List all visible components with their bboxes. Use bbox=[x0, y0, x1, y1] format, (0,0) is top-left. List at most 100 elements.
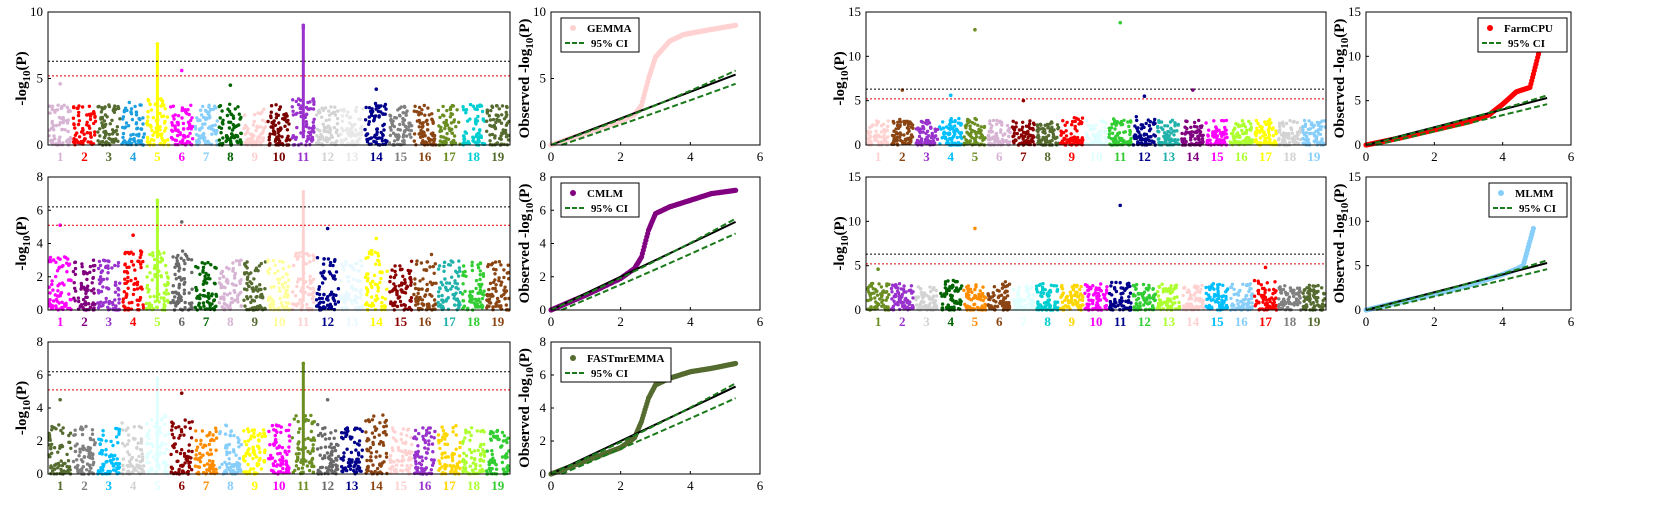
snp-point bbox=[404, 468, 408, 472]
snp-point bbox=[500, 131, 504, 135]
snp-point bbox=[308, 260, 312, 264]
snp-point bbox=[480, 303, 484, 307]
snp-point bbox=[221, 122, 225, 126]
snp-point bbox=[409, 463, 413, 468]
snp-point bbox=[291, 290, 295, 294]
y-tick-label: 0 bbox=[540, 302, 547, 317]
snp-point bbox=[292, 263, 296, 268]
snp-point bbox=[461, 282, 465, 286]
snp-point bbox=[326, 456, 331, 460]
snp-point bbox=[189, 303, 193, 308]
snp-point bbox=[416, 444, 420, 448]
snp-point bbox=[64, 256, 68, 260]
snp-point bbox=[121, 300, 125, 304]
snp-point bbox=[91, 462, 95, 467]
snp-point bbox=[232, 434, 236, 438]
snp-point bbox=[311, 420, 315, 424]
snp-point bbox=[429, 435, 433, 439]
snp-point bbox=[327, 113, 332, 117]
snp-point bbox=[233, 290, 237, 295]
snp-point bbox=[217, 138, 222, 142]
snp-point bbox=[218, 431, 222, 436]
snp-point bbox=[353, 297, 357, 301]
snp-point bbox=[48, 298, 52, 302]
snp-point bbox=[230, 470, 234, 474]
snp-point bbox=[177, 286, 181, 290]
snp-point bbox=[320, 106, 324, 110]
chromosome-15-points bbox=[388, 426, 414, 476]
snp-point bbox=[308, 137, 312, 141]
snp-point bbox=[347, 275, 351, 279]
snp-point bbox=[412, 139, 416, 143]
snp-point bbox=[148, 295, 152, 299]
snp-point bbox=[352, 440, 357, 445]
snp-point bbox=[219, 131, 223, 135]
snp-point bbox=[54, 462, 58, 466]
snp-point bbox=[73, 299, 77, 303]
snp-point bbox=[449, 259, 453, 263]
snp-point bbox=[55, 269, 60, 273]
snp-point bbox=[447, 281, 452, 285]
snp-point bbox=[66, 278, 71, 282]
snp-point bbox=[311, 295, 316, 299]
snp-point bbox=[375, 132, 379, 137]
snp-point bbox=[199, 306, 203, 311]
snp-point bbox=[333, 105, 337, 109]
snp-point bbox=[81, 128, 85, 133]
snp-point bbox=[221, 136, 225, 140]
snp-point bbox=[129, 107, 134, 111]
snp-point bbox=[371, 303, 376, 308]
snp-point bbox=[251, 456, 255, 461]
snp-point bbox=[214, 132, 218, 136]
snp-point bbox=[174, 426, 178, 430]
chromosome-label: 6 bbox=[178, 478, 185, 493]
snp-point bbox=[82, 272, 86, 276]
snp-point bbox=[305, 139, 309, 143]
snp-point bbox=[120, 421, 124, 425]
snp-point bbox=[434, 302, 438, 306]
snp-point bbox=[273, 433, 277, 438]
snp-point bbox=[380, 139, 385, 143]
snp-point bbox=[504, 303, 508, 307]
snp-point bbox=[107, 132, 112, 137]
snp-point bbox=[407, 271, 411, 276]
snp-point bbox=[174, 277, 178, 281]
snp-point bbox=[423, 446, 427, 450]
snp-point bbox=[248, 453, 252, 457]
snp-point bbox=[158, 252, 162, 256]
snp-point bbox=[146, 110, 150, 114]
snp-point bbox=[478, 468, 482, 473]
snp-point bbox=[135, 127, 139, 131]
chromosome-label: 12 bbox=[321, 149, 334, 164]
snp-point bbox=[336, 109, 340, 113]
snp-point bbox=[333, 429, 338, 433]
chromosome-4-points bbox=[120, 100, 146, 147]
snp-point bbox=[327, 136, 332, 141]
snp-point bbox=[244, 264, 248, 268]
chromosome-3-points bbox=[96, 103, 122, 147]
legend-marker bbox=[570, 355, 576, 361]
snp-point bbox=[345, 298, 349, 302]
snp-point bbox=[436, 300, 440, 305]
snp-point bbox=[419, 261, 424, 265]
snp-point bbox=[469, 300, 474, 304]
chromosome-label: 14 bbox=[370, 478, 384, 493]
snp-point bbox=[326, 257, 331, 261]
snp-point bbox=[498, 136, 502, 141]
snp-point bbox=[445, 108, 449, 113]
snp-point bbox=[103, 133, 108, 137]
snp-point bbox=[57, 463, 61, 468]
snp-point bbox=[384, 107, 388, 111]
y-tick-label: 0 bbox=[540, 137, 547, 152]
snp-point bbox=[252, 113, 257, 117]
snp-point bbox=[297, 440, 301, 444]
snp-point bbox=[181, 138, 185, 142]
snp-point bbox=[324, 136, 329, 140]
snp-point bbox=[322, 292, 326, 297]
snp-point bbox=[276, 113, 281, 118]
chromosome-17-points bbox=[436, 103, 462, 147]
snp-point bbox=[426, 106, 430, 110]
snp-point bbox=[409, 456, 414, 460]
snp-point bbox=[113, 290, 118, 294]
